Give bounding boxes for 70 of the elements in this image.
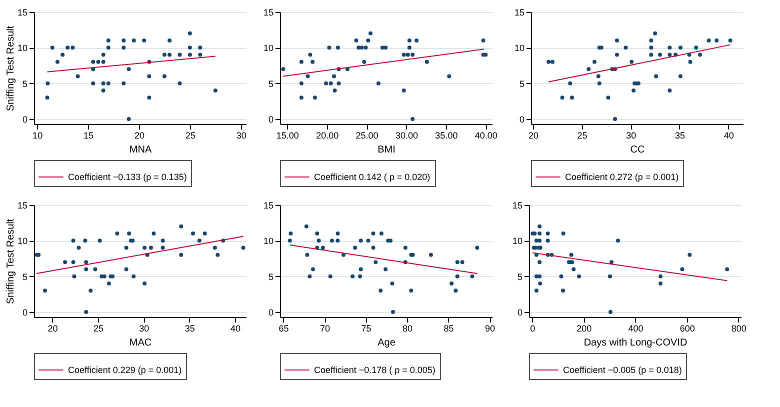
legend-label: Coefficient 0.229 (p = 0.001) bbox=[68, 365, 182, 375]
x-tick-label: 90 bbox=[485, 324, 496, 334]
legend-label: Coefficient −0.133 (p = 0.135) bbox=[68, 172, 187, 182]
x-tick-label: 200 bbox=[576, 324, 592, 334]
x-tick-label: 0 bbox=[530, 324, 536, 334]
y-tick-label: 15 bbox=[17, 200, 28, 210]
x-tick-label: 80 bbox=[402, 324, 413, 334]
x-tick-label: 800 bbox=[731, 324, 746, 334]
x-tick-label: 25 bbox=[185, 130, 196, 140]
x-tick-label: 30 bbox=[139, 324, 150, 334]
x-tick-label: 30 bbox=[626, 130, 636, 140]
x-axis-title: Days with Long-COVID bbox=[584, 338, 688, 348]
x-tick-label: 400 bbox=[628, 324, 644, 334]
x-tick-label: 20 bbox=[48, 324, 58, 334]
y-tick-label: 10 bbox=[263, 236, 274, 246]
y-tick-label: 5 bbox=[517, 272, 522, 282]
x-tick-label: 35 bbox=[184, 324, 195, 334]
x-tick-label: 40.00 bbox=[474, 130, 498, 140]
y-tick-label: 0 bbox=[268, 308, 274, 318]
y-tick-label: 5 bbox=[22, 78, 28, 89]
y-axis-title: Sniffing Test Result bbox=[5, 26, 16, 112]
x-tick-label: 70 bbox=[320, 324, 330, 334]
x-tick-label: 40 bbox=[724, 130, 734, 140]
x-tick-label: 600 bbox=[680, 324, 695, 334]
y-tick-label: 10 bbox=[17, 43, 28, 54]
legend-label: Coefficient −0.178 ( p = 0.005) bbox=[314, 365, 436, 375]
y-tick-label: 10 bbox=[263, 43, 274, 54]
x-tick-label: 65 bbox=[278, 324, 289, 334]
x-tick-label: 20 bbox=[528, 130, 538, 140]
y-tick-label: 15 bbox=[17, 8, 28, 18]
x-axis-title: CC bbox=[630, 144, 645, 156]
legend-label: Coefficient 0.272 (p = 0.001) bbox=[565, 172, 679, 182]
y-tick-label: 10 bbox=[514, 43, 524, 54]
x-tick-label: 75 bbox=[361, 324, 372, 334]
y-tick-label: 5 bbox=[268, 78, 274, 89]
legend-label: Coefficient −0.005 (p = 0.018) bbox=[563, 365, 682, 375]
x-tick-label: 25 bbox=[577, 130, 588, 140]
y-tick-label: 0 bbox=[22, 114, 28, 125]
x-tick-label: 20 bbox=[134, 130, 144, 140]
y-tick-label: 0 bbox=[519, 114, 524, 125]
x-tick-label: 35.00 bbox=[435, 130, 458, 140]
x-axis-title: Age bbox=[378, 338, 396, 348]
y-tick-label: 0 bbox=[268, 114, 274, 125]
x-tick-label: 30 bbox=[236, 130, 246, 140]
x-axis-title: MNA bbox=[129, 144, 152, 156]
y-tick-label: 15 bbox=[263, 8, 274, 18]
x-tick-label: 85 bbox=[444, 324, 454, 334]
y-tick-label: 0 bbox=[22, 308, 28, 318]
y-tick-label: 5 bbox=[519, 78, 524, 89]
y-tick-label: 10 bbox=[512, 236, 522, 246]
x-tick-label: 15.00 bbox=[276, 130, 299, 140]
x-tick-label: 15 bbox=[84, 130, 94, 140]
x-tick-label: 25 bbox=[93, 324, 104, 334]
y-tick-label: 0 bbox=[517, 308, 522, 318]
x-axis-title: BMI bbox=[378, 144, 396, 156]
y-tick-label: 5 bbox=[22, 272, 28, 282]
y-tick-label: 15 bbox=[512, 200, 522, 210]
y-tick-label: 15 bbox=[263, 200, 274, 210]
y-tick-label: 15 bbox=[514, 8, 524, 18]
x-tick-label: 30.00 bbox=[395, 130, 418, 140]
legend-label: Coefficient 0.142 ( p = 0.020) bbox=[314, 172, 430, 182]
x-tick-label: 35 bbox=[674, 130, 686, 140]
x-tick-label: 25.00 bbox=[356, 130, 378, 140]
y-axis-title: Sniffing Test Result bbox=[5, 218, 16, 304]
x-axis-title: MAC bbox=[129, 338, 152, 348]
x-tick-label: 10 bbox=[32, 130, 43, 140]
y-tick-label: 10 bbox=[17, 236, 28, 246]
x-tick-label: 20.00 bbox=[316, 130, 339, 140]
y-tick-label: 5 bbox=[268, 272, 274, 282]
x-tick-label: 40 bbox=[230, 324, 241, 334]
